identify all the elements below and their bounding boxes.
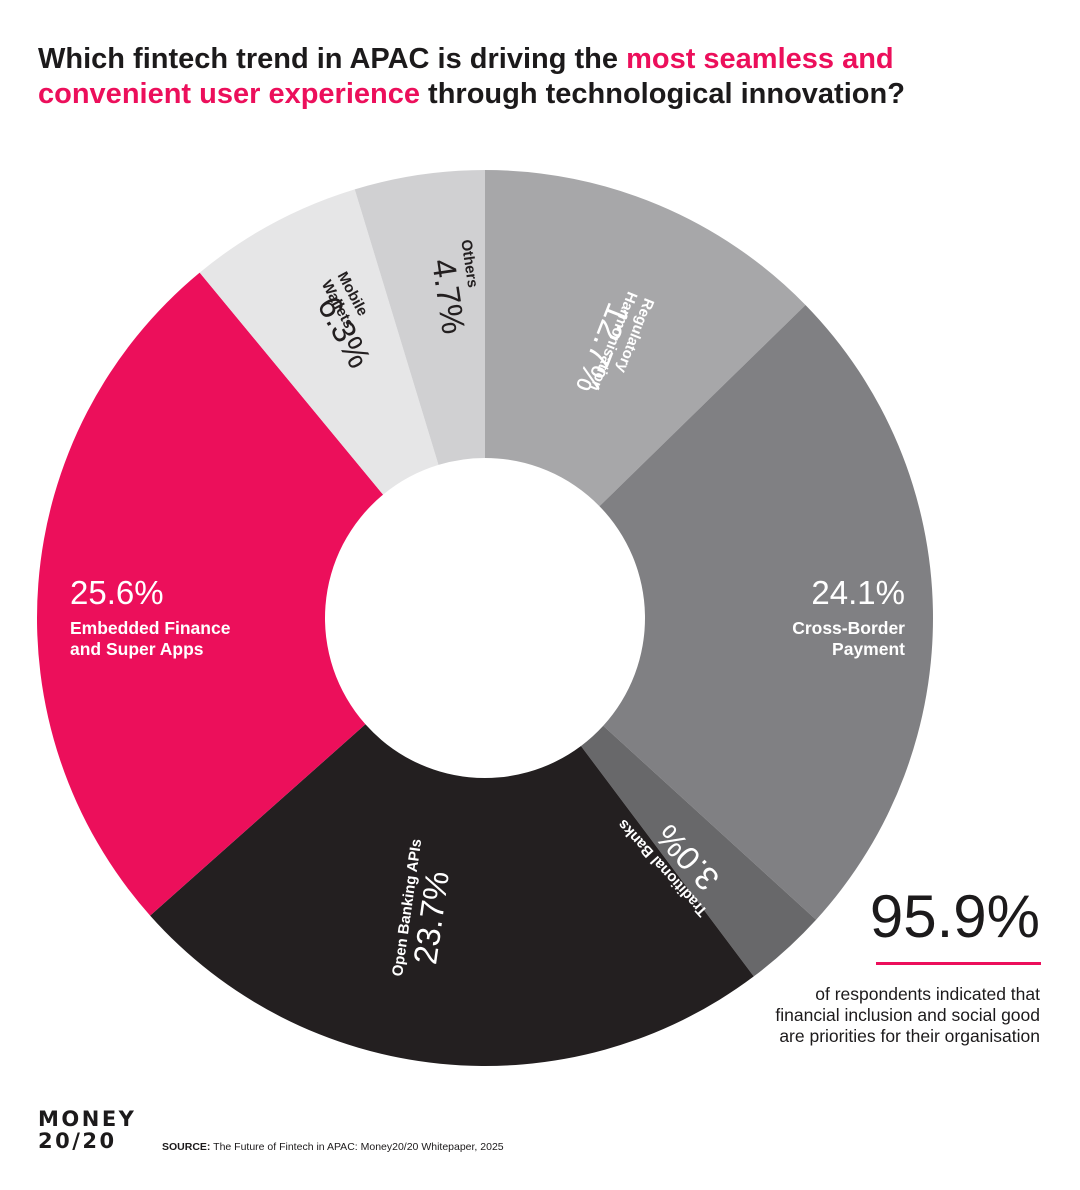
money2020-logo: MONEY 20/20 <box>38 1108 136 1152</box>
slice-open-banking-apis <box>150 724 754 1066</box>
logo-line-2: 20/20 <box>38 1129 117 1153</box>
source-label: SOURCE: <box>162 1141 211 1153</box>
source-note: SOURCE: The Future of Fintech in APAC: M… <box>162 1141 504 1153</box>
slice-traditional-banks <box>580 725 817 977</box>
stat-description: of respondents indicated that financial … <box>775 984 1040 1046</box>
category-label-embedded-finance-and-super-apps-2: and Super Apps <box>70 639 204 659</box>
value-label-cross-border-payment: 24.1% <box>811 574 905 611</box>
source-text: The Future of Fintech in APAC: Money20/2… <box>210 1141 504 1153</box>
chart-title: Which fintech trend in APAC is driving t… <box>38 42 1048 112</box>
value-label-embedded-finance-and-super-apps: 25.6% <box>70 574 164 611</box>
stat-value: 95.9% <box>869 883 1040 950</box>
slice-cross-border-payment <box>599 304 933 920</box>
title-part-2: through technological innovation? <box>420 78 905 110</box>
title-part-1: Which fintech trend in APAC is driving t… <box>38 43 627 75</box>
title-highlight: most seamless and convenient user experi… <box>38 43 894 110</box>
donut-slices <box>36 170 933 1066</box>
category-label-cross-border-payment: Cross-Border <box>792 618 905 638</box>
slice-regulatory-harmonisation <box>485 170 806 507</box>
logo-line-1: MONEY <box>38 1107 137 1131</box>
category-label-others: Others <box>457 238 481 288</box>
stat-divider <box>876 962 1041 965</box>
category-label-embedded-finance-and-super-apps: Embedded Finance <box>70 618 231 638</box>
slice-mobile-wallets <box>199 189 439 495</box>
slice-embedded-finance-and-super-apps <box>36 272 384 916</box>
slice-others <box>354 170 485 465</box>
category-label-cross-border-payment-2: Payment <box>832 639 905 659</box>
